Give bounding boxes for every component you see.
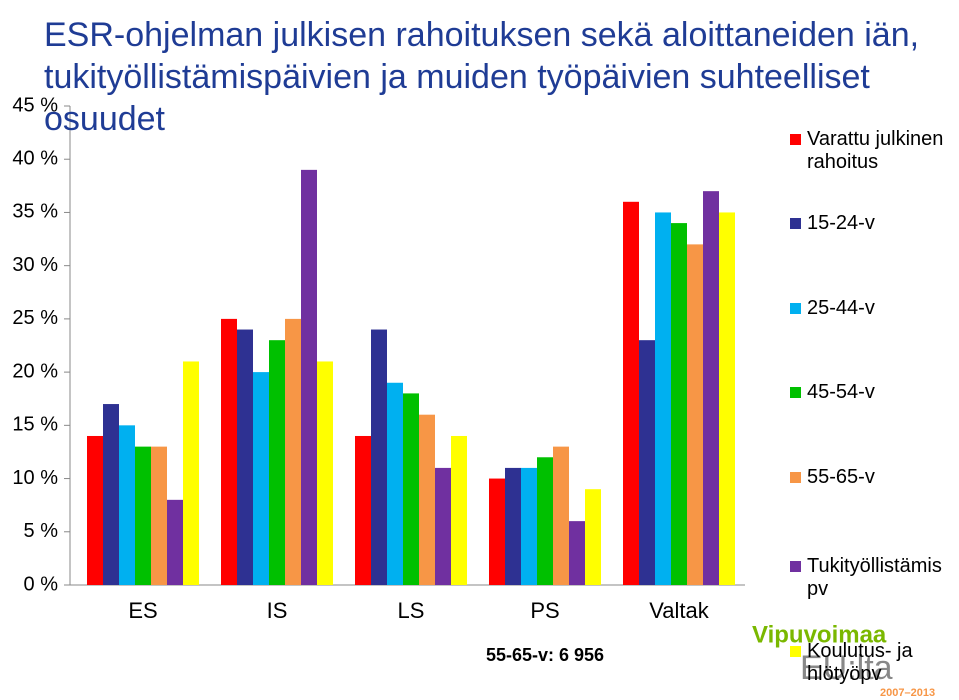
legend-item: 55-65-v <box>790 466 959 489</box>
bar <box>103 404 119 585</box>
bar <box>639 340 655 585</box>
bar <box>671 223 687 586</box>
y-tick-label: 35 % <box>12 201 58 223</box>
legend-label: 25-44-v <box>807 297 875 319</box>
legend-label: 15-24-v <box>807 212 875 234</box>
x-tick-label: Valtak <box>649 598 710 623</box>
legend-swatch <box>790 646 801 657</box>
bar <box>371 329 387 585</box>
legend-swatch <box>790 561 801 572</box>
legend-label: Varattu julkinen rahoitus <box>807 128 944 173</box>
legend-swatch <box>790 472 801 483</box>
x-tick-label: IS <box>267 598 288 623</box>
legend-item: Tukityöllistämis pv <box>790 555 959 601</box>
y-tick-label: 30 % <box>12 254 58 276</box>
bar <box>419 414 435 585</box>
chart-title: ESR-ohjelman julkisen rahoituksen sekä a… <box>44 16 920 138</box>
x-tick-label: ES <box>128 598 157 623</box>
bar <box>301 169 317 585</box>
bar <box>489 478 505 585</box>
y-tick-label: 10 % <box>12 467 58 489</box>
x-tick-label: LS <box>398 598 425 623</box>
bar <box>355 435 371 585</box>
legend-swatch <box>790 303 801 314</box>
bar <box>687 244 703 585</box>
y-tick-label: 20 % <box>12 360 58 382</box>
y-tick-label: 15 % <box>12 414 58 436</box>
y-tick-label: 45 % <box>12 94 58 116</box>
bar <box>317 361 333 585</box>
bar <box>719 212 735 585</box>
y-tick-label: 25 % <box>12 307 58 329</box>
bar <box>387 382 403 585</box>
bar <box>269 340 285 585</box>
bar <box>403 393 419 585</box>
bar <box>537 457 553 585</box>
y-tick-label: 40 % <box>12 148 58 170</box>
legend-item: 25-44-v <box>790 297 959 320</box>
y-tick-label: 0 % <box>24 573 59 595</box>
bar <box>521 467 537 585</box>
bar <box>553 446 569 585</box>
bar <box>655 212 671 585</box>
legend-item: Varattu julkinen rahoitus <box>790 128 959 174</box>
legend-label: 45-54-v <box>807 381 875 403</box>
bar <box>451 435 467 585</box>
bar <box>703 191 719 585</box>
legend-label: Tukityöllistämis pv <box>807 555 942 600</box>
bar <box>151 446 167 585</box>
bar <box>167 499 183 585</box>
legend-swatch <box>790 134 801 145</box>
annotation: 55-65-v: 6 956 <box>486 645 604 665</box>
bar <box>119 425 135 585</box>
legend-item: 15-24-v <box>790 212 959 235</box>
legend-item: Koulutus- ja hlötyöpv <box>790 640 959 686</box>
bar <box>435 467 451 585</box>
logo-sub: EU:lta <box>800 649 893 687</box>
logo-name: Vipuvoimaa <box>752 621 887 648</box>
bar <box>221 318 237 585</box>
bar <box>623 201 639 586</box>
legend-label: Koulutus- ja hlötyöpv <box>807 640 913 685</box>
legend-label: 55-65-v <box>807 466 875 488</box>
logo-years: 2007–2013 <box>880 687 935 699</box>
bar <box>87 435 103 585</box>
bar <box>585 489 601 585</box>
bar <box>253 372 269 585</box>
bar <box>135 446 151 585</box>
bar <box>237 329 253 585</box>
legend-swatch <box>790 218 801 229</box>
bar <box>285 318 301 585</box>
bar <box>505 467 521 585</box>
legend-item: 45-54-v <box>790 381 959 404</box>
y-tick-label: 5 % <box>24 520 59 542</box>
bar <box>183 361 199 585</box>
x-tick-label: PS <box>530 598 559 623</box>
bar <box>569 521 585 585</box>
legend-swatch <box>790 387 801 398</box>
